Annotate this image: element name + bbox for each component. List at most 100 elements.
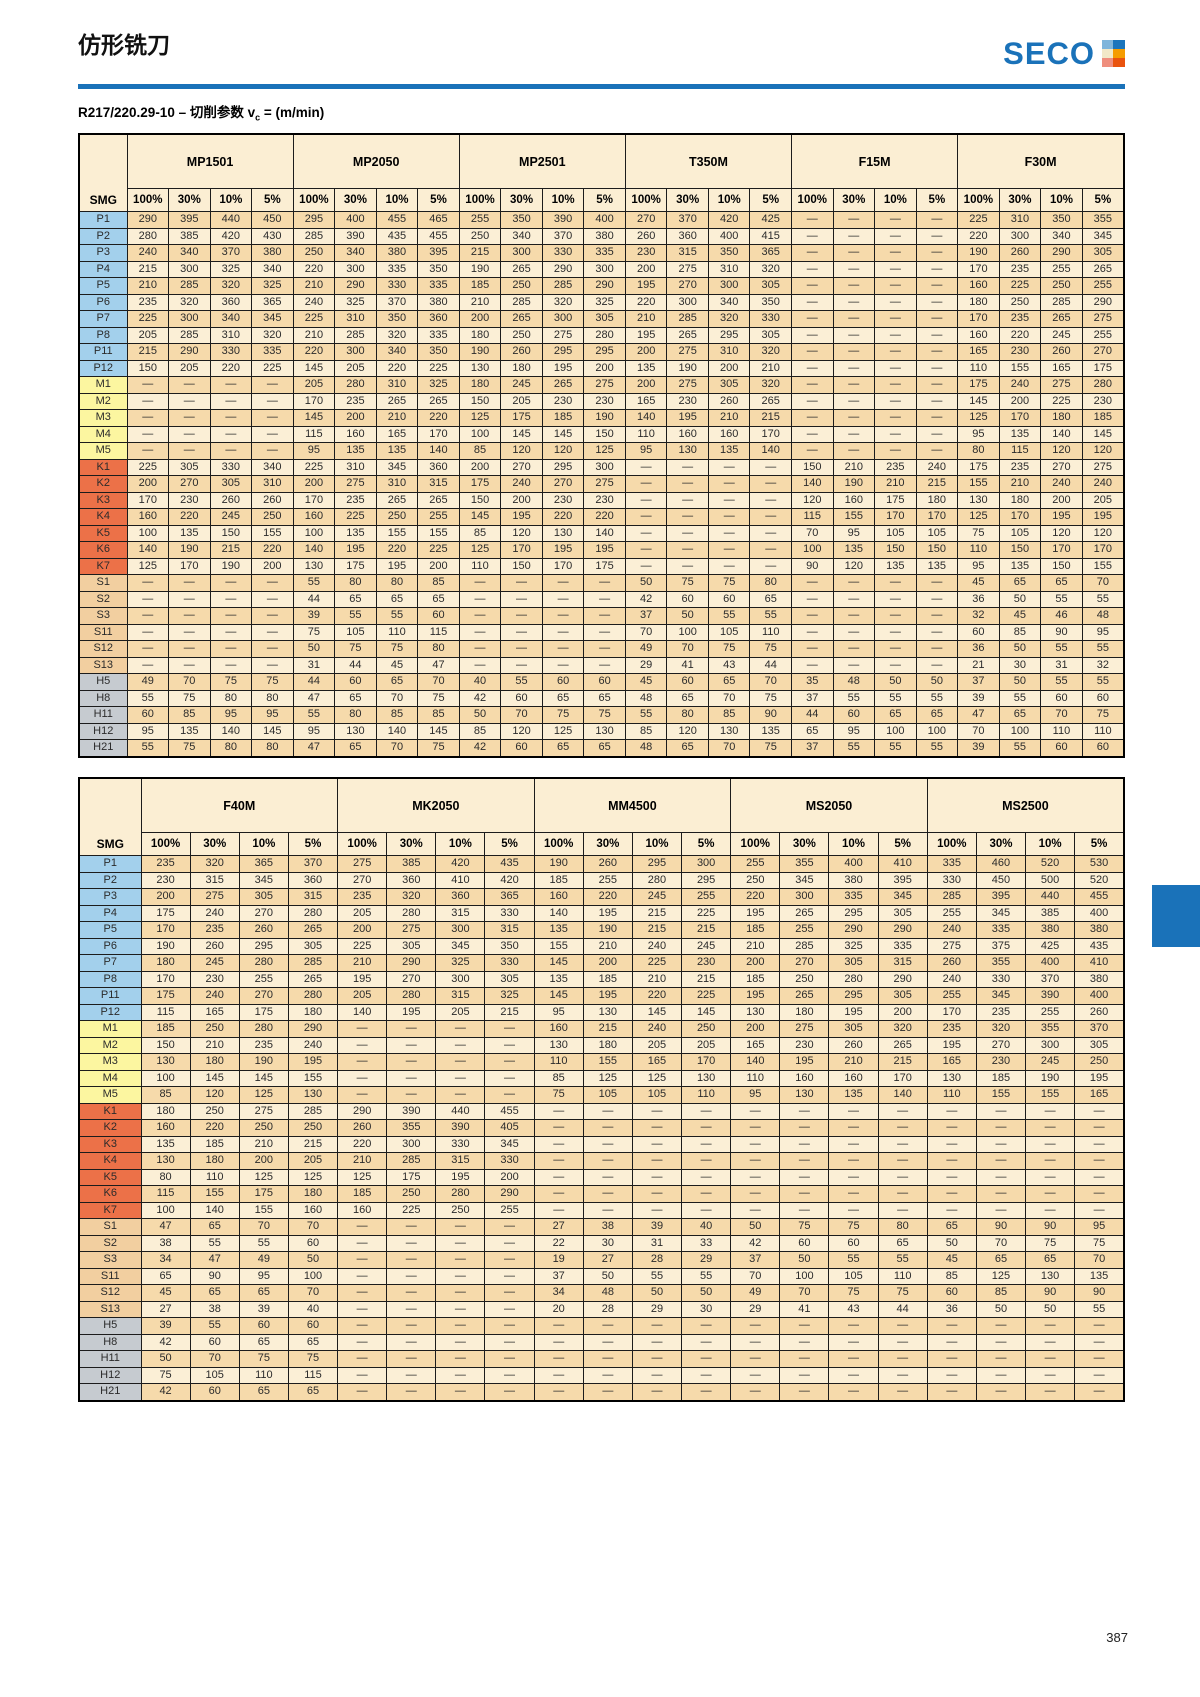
- value-cell: 39: [631, 1218, 683, 1236]
- value-cell: 145: [533, 987, 584, 1005]
- value-cell: —: [779, 1317, 830, 1335]
- value-cell: 270: [541, 475, 585, 493]
- value-cell: 170: [1040, 541, 1083, 559]
- value-cell: —: [791, 623, 834, 641]
- value-cell: 170: [877, 1069, 928, 1087]
- value-cell: 440: [209, 211, 253, 229]
- value-cell: —: [730, 1350, 781, 1368]
- table-row-K5: K5 80 110 125 125 125 175 195 200— — — — — — — — — — — —: [78, 1168, 1125, 1186]
- value-cell: 150: [500, 557, 543, 575]
- value-cell: 70: [1040, 706, 1083, 724]
- value-cell: 360: [435, 888, 486, 906]
- logo-square-icon: [1113, 49, 1125, 58]
- percent-header: 100%: [140, 832, 191, 856]
- value-cell: 19: [533, 1251, 584, 1269]
- value-cell: 330: [484, 954, 535, 972]
- value-cell: 85: [458, 722, 502, 740]
- value-cell: 285: [168, 326, 211, 344]
- value-cell: —: [915, 442, 959, 460]
- value-cell: 275: [583, 475, 626, 493]
- value-cell: 41: [779, 1300, 830, 1318]
- value-cell: 50: [998, 673, 1042, 691]
- section-edge-tab: [1152, 885, 1200, 947]
- value-cell: 340: [500, 227, 543, 245]
- value-cell: 215: [915, 475, 959, 493]
- value-cell: —: [500, 590, 543, 608]
- value-cell: 220: [998, 326, 1042, 344]
- value-cell: 330: [484, 904, 535, 922]
- value-cell: 340: [707, 293, 751, 311]
- value-cell: 225: [292, 310, 336, 328]
- value-cell: —: [582, 1317, 633, 1335]
- value-cell: 85: [533, 1069, 584, 1087]
- value-cell: 155: [998, 359, 1042, 377]
- grade-header-mp1501: MP1501: [126, 133, 294, 189]
- value-cell: 120: [500, 524, 543, 542]
- value-cell: 420: [484, 871, 535, 889]
- value-cell: 65: [375, 590, 419, 608]
- value-cell: 410: [435, 871, 486, 889]
- value-cell: —: [874, 293, 917, 311]
- value-cell: 285: [1040, 293, 1083, 311]
- value-cell: 160: [828, 1069, 879, 1087]
- value-cell: 400: [1074, 987, 1125, 1005]
- value-cell: 80: [140, 1168, 191, 1186]
- value-cell: —: [730, 1317, 781, 1335]
- value-cell: —: [1025, 1185, 1076, 1203]
- row-label-S12: S12: [78, 640, 128, 658]
- value-cell: 195: [386, 1003, 437, 1021]
- value-cell: 275: [666, 376, 709, 394]
- value-cell: 195: [779, 1053, 830, 1071]
- value-cell: 230: [779, 1036, 830, 1054]
- value-cell: —: [209, 376, 253, 394]
- value-cell: 150: [126, 359, 170, 377]
- table-row-P2: P2 280 385 420 430 285 390 435 455 250 340 370 380 26…: [78, 227, 1125, 245]
- value-cell: 37: [533, 1267, 584, 1285]
- percent-header: 10%: [707, 188, 751, 212]
- value-cell: 37: [730, 1251, 781, 1269]
- value-cell: 230: [583, 491, 626, 509]
- value-cell: 130: [926, 1069, 977, 1087]
- value-cell: 295: [681, 871, 732, 889]
- value-cell: 180: [287, 1185, 339, 1203]
- value-cell: 150: [915, 541, 959, 559]
- value-cell: 265: [877, 1036, 928, 1054]
- value-cell: 325: [484, 987, 535, 1005]
- value-cell: —: [631, 1366, 683, 1384]
- value-cell: —: [533, 1152, 584, 1170]
- value-cell: —: [779, 1135, 830, 1153]
- value-cell: 310: [375, 475, 419, 493]
- value-cell: 240: [1081, 475, 1125, 493]
- value-cell: 205: [631, 1036, 683, 1054]
- value-cell: 70: [287, 1284, 339, 1302]
- value-cell: 135: [375, 442, 419, 460]
- value-cell: 325: [435, 954, 486, 972]
- grade-header-ms2050: MS2050: [730, 777, 928, 833]
- value-cell: 300: [998, 227, 1042, 245]
- value-cell: 200: [484, 1168, 535, 1186]
- value-cell: —: [874, 409, 917, 427]
- value-cell: —: [828, 1350, 879, 1368]
- value-cell: 65: [541, 689, 585, 707]
- value-cell: 275: [1040, 376, 1083, 394]
- value-cell: —: [435, 1317, 486, 1335]
- value-cell: 285: [287, 954, 339, 972]
- value-cell: 340: [209, 310, 253, 328]
- value-cell: 80: [877, 1218, 928, 1236]
- value-cell: 130: [334, 722, 377, 740]
- value-cell: 345: [251, 310, 294, 328]
- value-cell: —: [337, 1366, 388, 1384]
- value-cell: 330: [484, 1152, 535, 1170]
- value-cell: —: [828, 1168, 879, 1186]
- value-cell: 250: [251, 508, 294, 526]
- value-cell: —: [500, 640, 543, 658]
- value-cell: 95: [533, 1003, 584, 1021]
- value-cell: 285: [292, 227, 336, 245]
- value-cell: 360: [386, 871, 437, 889]
- value-cell: 520: [1074, 871, 1125, 889]
- value-cell: 320: [749, 260, 792, 278]
- value-cell: 390: [334, 227, 377, 245]
- value-cell: —: [209, 425, 253, 443]
- value-cell: —: [541, 574, 585, 592]
- value-cell: 125: [238, 1168, 289, 1186]
